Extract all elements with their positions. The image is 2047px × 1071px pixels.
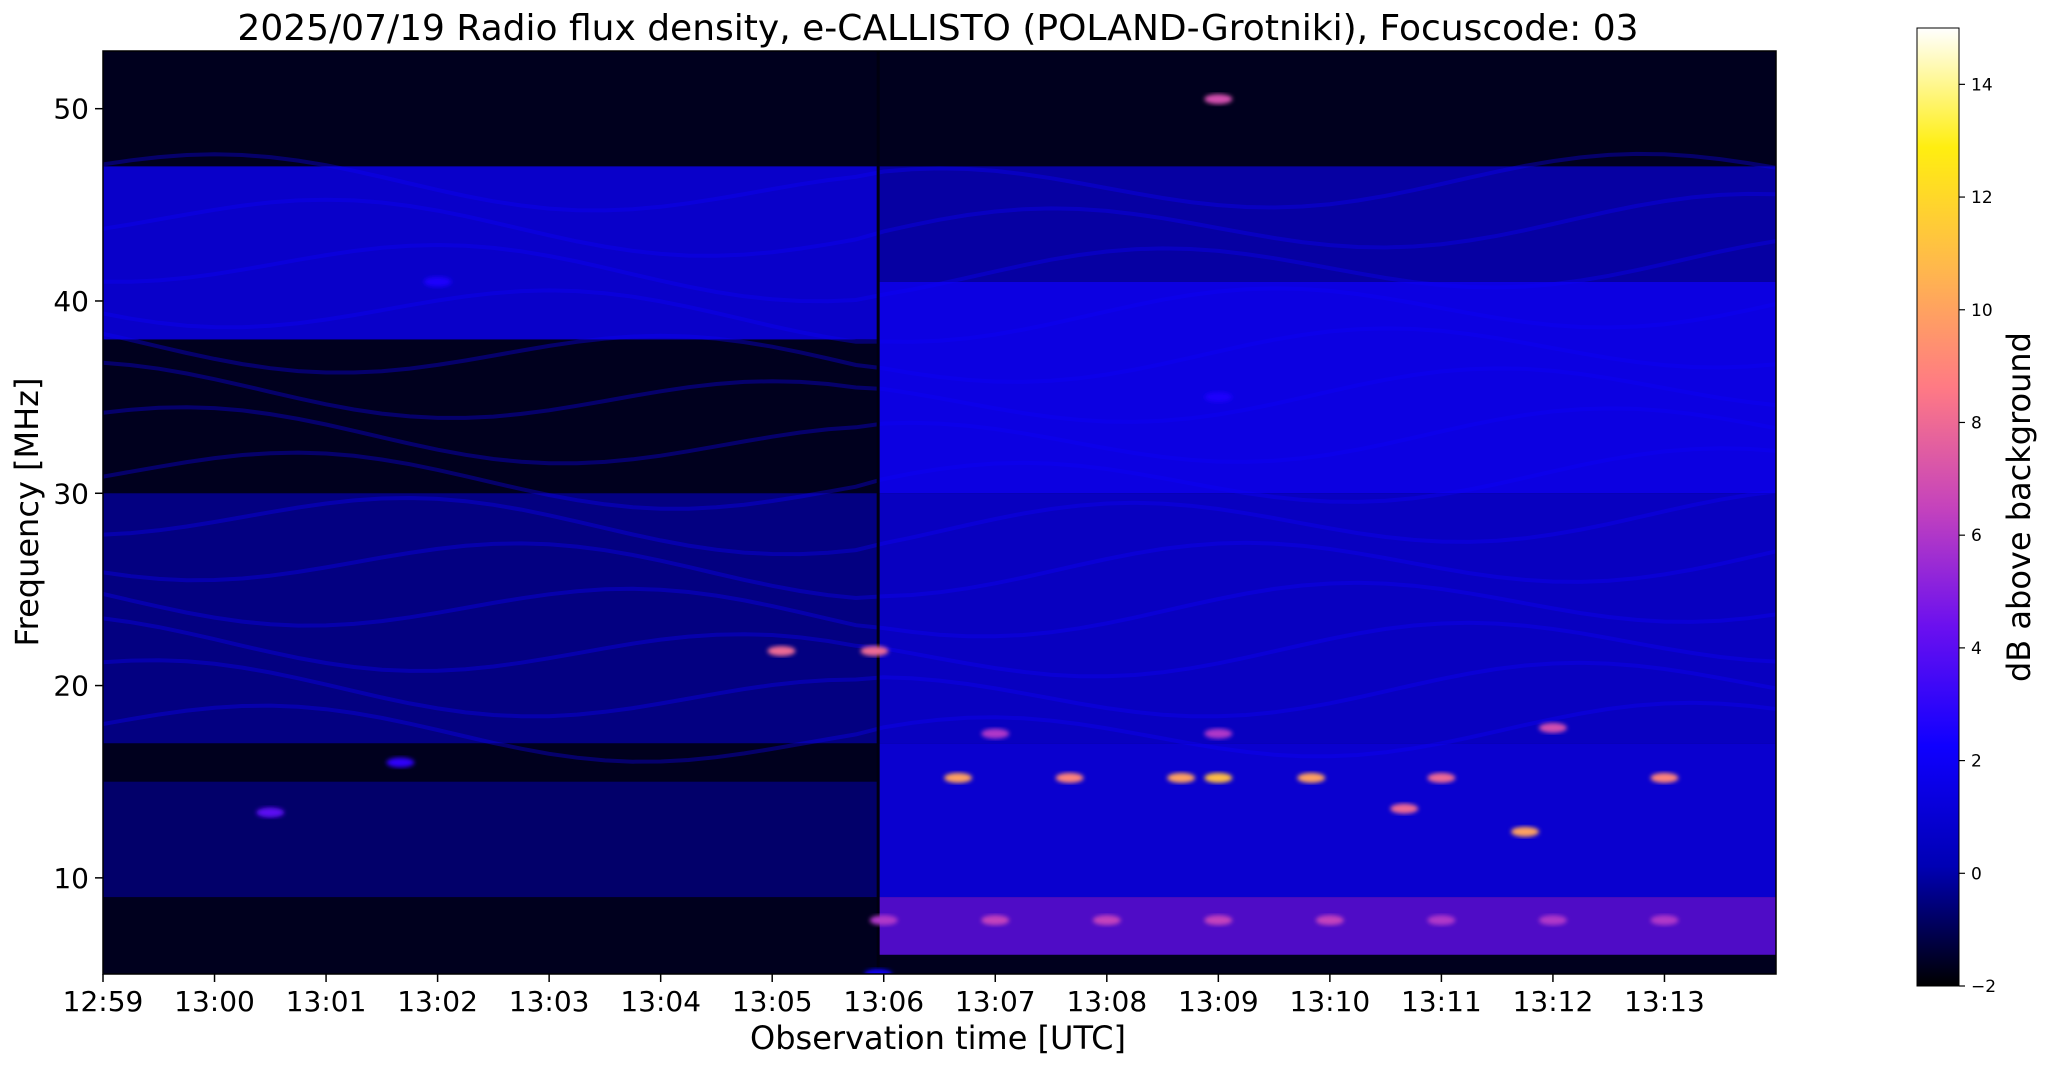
burst-point [256,807,285,818]
burst-point [1315,915,1344,926]
band-late-bottom [878,897,1776,955]
stripe-line [103,616,1776,679]
band-late-top [878,166,1776,282]
burst-point [1204,915,1233,926]
band-early-mid [103,493,879,744]
y-tick-label: 20 [53,670,89,703]
colorbar-tick-label: 8 [1971,413,1982,433]
colorbar-fill [1916,27,1960,987]
x-tick-label: 13:00 [174,985,255,1018]
x-tick-label: 13:02 [397,985,478,1018]
burst-point [1538,915,1567,926]
burst-point [1204,94,1233,105]
stripe-line [103,540,1776,601]
y-axis: 10 20 30 40 50 [53,93,103,895]
plot-area [103,51,1776,974]
burst-point [1650,772,1679,783]
stripe-line [103,700,1776,764]
burst-point [1390,803,1419,814]
y-tick-label: 50 [53,93,89,126]
colorbar-tick-label: 6 [1971,526,1982,546]
y-tick-label: 10 [53,862,89,895]
x-tick-label: 13:12 [1513,985,1594,1018]
burst-point [981,728,1010,739]
x-tick-label: 13:08 [1066,985,1147,1018]
burst-point [1538,722,1567,733]
stripe-line [103,489,1776,557]
colorbar-tick-label: 0 [1971,864,1982,884]
x-tick-label: 13:04 [620,985,701,1018]
colorbar-tick-label: 2 [1971,752,1982,772]
stripe-line [103,405,1776,466]
colorbar-tick-label: 12 [1971,188,1993,208]
band-late-upper [878,281,1776,494]
y-tick-label: 40 [53,285,89,318]
colorbar-tick-label: −2 [1971,977,1996,997]
plot-frame [102,50,1777,975]
burst-point [1055,772,1084,783]
stripe-line [103,191,1776,258]
burst-point [864,969,893,974]
burst-point [767,645,796,656]
x-tick-label: 13:07 [955,985,1036,1018]
burst-point [869,915,898,926]
y-tick-label: 30 [53,477,89,510]
burst-point [1204,772,1233,783]
colorbar-tick-label: 4 [1971,639,1982,659]
burst-point [1427,915,1456,926]
burst-point [944,772,973,783]
x-axis: 12:59 13:00 13:01 13:02 13:03 13:04 13:05 13:06… [63,974,1705,1018]
x-tick-label: 13:01 [286,985,367,1018]
burst-point [860,645,889,656]
colorbar-tick-label: 10 [1971,301,1993,321]
chart-title: 2025/07/19 Radio flux density, e-CALLIST… [237,8,1638,49]
burst-point [1511,826,1540,837]
colorbar-tick-label: 14 [1971,75,1993,95]
colorbar-label: dB above background [2000,332,2038,682]
burst-point [1297,772,1326,783]
x-tick-label: 13:10 [1290,985,1371,1018]
x-tick-label: 13:11 [1401,985,1482,1018]
y-axis-label: Frequency [MHz] [8,378,46,647]
colorbar: −2 0 2 4 6 8 10 12 14 [1916,27,1996,997]
burst-point [1092,915,1121,926]
burst-point [386,757,415,768]
stripe-line [103,360,1776,424]
burst-point [1167,772,1196,783]
x-tick-label: 12:59 [63,985,144,1018]
stripe-line [103,658,1776,719]
x-tick-label: 13:03 [509,985,590,1018]
band-early-upper [103,166,879,340]
band-early-low [103,781,879,898]
burst-point [1650,915,1679,926]
stripe-line [103,239,1776,304]
stripe-line [103,446,1776,511]
band-late-mid [878,493,1776,744]
x-tick-label: 13:13 [1624,985,1705,1018]
x-axis-label: Observation time [UTC] [750,1019,1126,1057]
x-tick-label: 13:09 [1178,985,1259,1018]
stripe-line [103,151,1776,213]
x-tick-label: 13:06 [843,985,924,1018]
burst-point [1204,728,1233,739]
burst-point [981,915,1010,926]
band-late-low [878,743,1776,898]
stripe-line [103,580,1776,639]
burst-point [1427,772,1456,783]
stripe-line [103,326,1776,384]
burst-point [1204,392,1233,403]
burst-point [423,276,452,287]
x-tick-label: 13:05 [732,985,813,1018]
interference-stripes [103,151,1776,764]
stripe-line [103,286,1776,344]
